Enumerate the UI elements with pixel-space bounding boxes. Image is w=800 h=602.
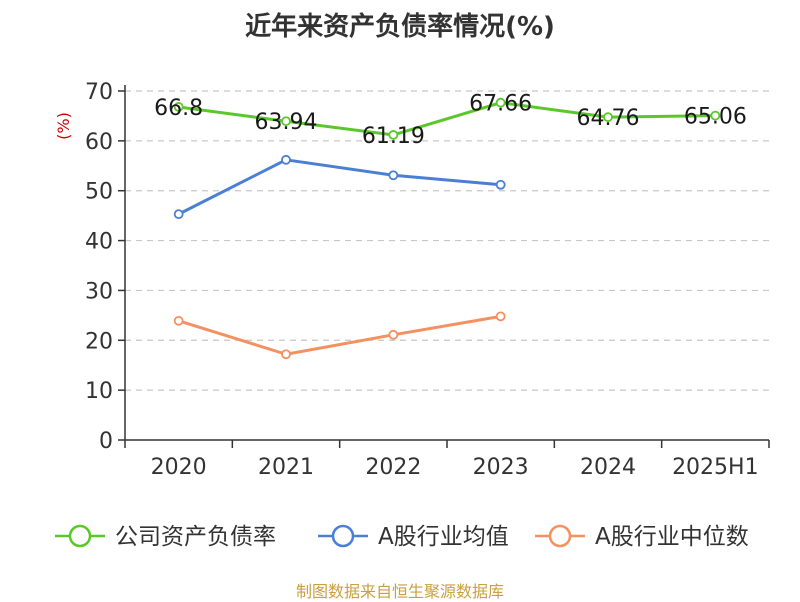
- series-2: [173, 311, 506, 360]
- legend-marker: [68, 524, 92, 548]
- legend-label: A股行业中位数: [595, 524, 749, 550]
- x-tick-label: 2022: [365, 455, 421, 480]
- data-point: [173, 315, 184, 326]
- x-tick-label: 2025H1: [672, 455, 759, 480]
- x-tick-label: 2023: [473, 455, 529, 480]
- y-axis-unit: (%): [54, 112, 73, 140]
- legend-label: A股行业均值: [378, 524, 509, 550]
- series-line: [177, 158, 501, 216]
- data-point: [710, 110, 721, 121]
- data-point: [495, 311, 506, 322]
- data-point: [281, 116, 291, 127]
- x-tick-label: 2024: [580, 455, 636, 480]
- data-label: 66.8: [154, 96, 203, 121]
- grid-lines: [125, 90, 769, 391]
- source-note: 制图数据来自恒生聚源数据库: [295, 582, 504, 601]
- series-line: [178, 314, 501, 356]
- y-tick-label: 20: [85, 329, 113, 354]
- legend-label: 公司资产负债率: [115, 524, 276, 550]
- series-lines: [173, 97, 721, 360]
- data-point: [603, 112, 613, 123]
- series-line: [178, 101, 716, 137]
- legend: 公司资产负债率 A股行业均值 A股行业中位数: [55, 524, 749, 550]
- y-tick-label: 70: [85, 80, 113, 105]
- data-label: 67.66: [469, 92, 532, 117]
- y-tick-label: 50: [85, 180, 113, 205]
- chart-title: 近年来资产负债率情况(%): [245, 12, 555, 42]
- legend-item-0: 公司资产负债率: [55, 524, 276, 550]
- series-1: [173, 154, 506, 220]
- x-tick-label: 2021: [258, 455, 314, 480]
- y-tick-label: 0: [99, 429, 113, 454]
- legend-marker: [548, 524, 572, 548]
- data-labels: 66.8 63.94 61.19 67.66 64.76 65.06: [154, 92, 747, 149]
- data-point: [388, 170, 399, 181]
- y-tick-label: 60: [85, 130, 113, 155]
- data-point: [388, 329, 399, 340]
- y-tick-label: 10: [85, 379, 113, 404]
- x-tick-label: 2020: [151, 455, 207, 480]
- data-label: 63.94: [255, 110, 318, 135]
- data-point: [388, 130, 399, 140]
- y-tick-label: 30: [85, 279, 113, 304]
- data-point: [281, 349, 291, 360]
- legend-marker: [331, 524, 355, 548]
- data-label: 61.19: [362, 124, 425, 149]
- y-tick-label: 40: [85, 230, 113, 255]
- legend-item-1: A股行业均值: [318, 524, 509, 550]
- data-point: [495, 97, 506, 108]
- legend-item-2: A股行业中位数: [535, 524, 749, 550]
- data-point: [281, 154, 291, 165]
- data-label: 65.06: [684, 105, 747, 130]
- data-point: [173, 102, 184, 112]
- axes: 0 10 20 30 40 50 60 70 (%) 2020 2021 2022 2023 2024 20…: [54, 80, 770, 480]
- data-point: [173, 209, 184, 220]
- series-0: [173, 97, 721, 140]
- data-label: 64.76: [577, 106, 640, 131]
- data-point: [495, 179, 506, 190]
